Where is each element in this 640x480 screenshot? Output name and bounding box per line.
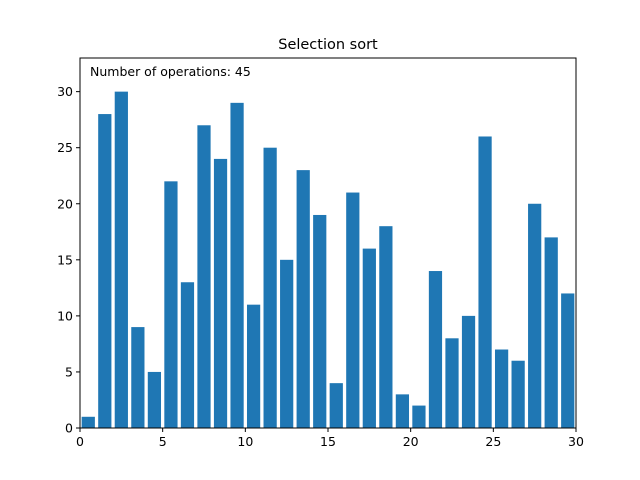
bar-9 xyxy=(230,102,244,429)
bar-16 xyxy=(346,192,360,428)
y-tick-label-5: 5 xyxy=(65,364,73,379)
bar-12 xyxy=(280,259,294,428)
bar-18 xyxy=(379,226,393,428)
y-tick-label-30: 30 xyxy=(57,84,73,99)
bar-13 xyxy=(296,170,310,428)
bar-4 xyxy=(147,371,162,428)
operations-count-annotation: Number of operations: 45 xyxy=(90,64,251,79)
bar-29 xyxy=(561,293,575,428)
bar-3 xyxy=(131,327,145,428)
bar-15 xyxy=(329,383,343,428)
bar-2 xyxy=(114,91,128,429)
bar-7 xyxy=(197,125,211,428)
x-axis: 0 5 10 15 20 25 30 xyxy=(76,428,584,449)
x-tick-label-5: 5 xyxy=(159,434,167,449)
y-axis: 0 5 10 15 20 25 30 xyxy=(57,84,80,436)
x-tick-label-30: 30 xyxy=(568,434,584,449)
x-tick-label-15: 15 xyxy=(320,434,336,449)
bar-26 xyxy=(511,360,525,428)
plot-frame xyxy=(79,57,577,429)
y-tick-label-10: 10 xyxy=(57,308,73,323)
bar-24 xyxy=(478,136,492,428)
bar-1 xyxy=(98,114,112,428)
x-tick-label-20: 20 xyxy=(403,434,419,449)
bar-21 xyxy=(428,271,443,428)
bar-14 xyxy=(313,214,327,428)
bar-6 xyxy=(180,282,195,428)
x-tick-label-25: 25 xyxy=(485,434,501,449)
bar-19 xyxy=(395,394,410,428)
bar-11 xyxy=(263,147,277,429)
bar-17 xyxy=(362,248,376,428)
bar-22 xyxy=(445,338,459,428)
bar-10 xyxy=(246,304,261,428)
x-tick-label-10: 10 xyxy=(237,434,253,449)
y-tick-label-20: 20 xyxy=(57,196,73,211)
y-tick-label-15: 15 xyxy=(57,252,73,267)
bar-25 xyxy=(494,349,509,428)
bars-group xyxy=(81,91,575,429)
bar-23 xyxy=(461,315,476,428)
y-tick-label-0: 0 xyxy=(65,421,73,436)
bar-0 xyxy=(81,416,95,428)
bar-27 xyxy=(528,203,542,428)
chart-title: Selection sort xyxy=(278,37,378,53)
bar-28 xyxy=(544,237,558,428)
bar-8 xyxy=(213,158,228,428)
bar-20 xyxy=(412,405,426,428)
y-tick-label-25: 25 xyxy=(57,140,73,155)
bar-5 xyxy=(164,181,178,428)
x-tick-label-0: 0 xyxy=(76,434,84,449)
